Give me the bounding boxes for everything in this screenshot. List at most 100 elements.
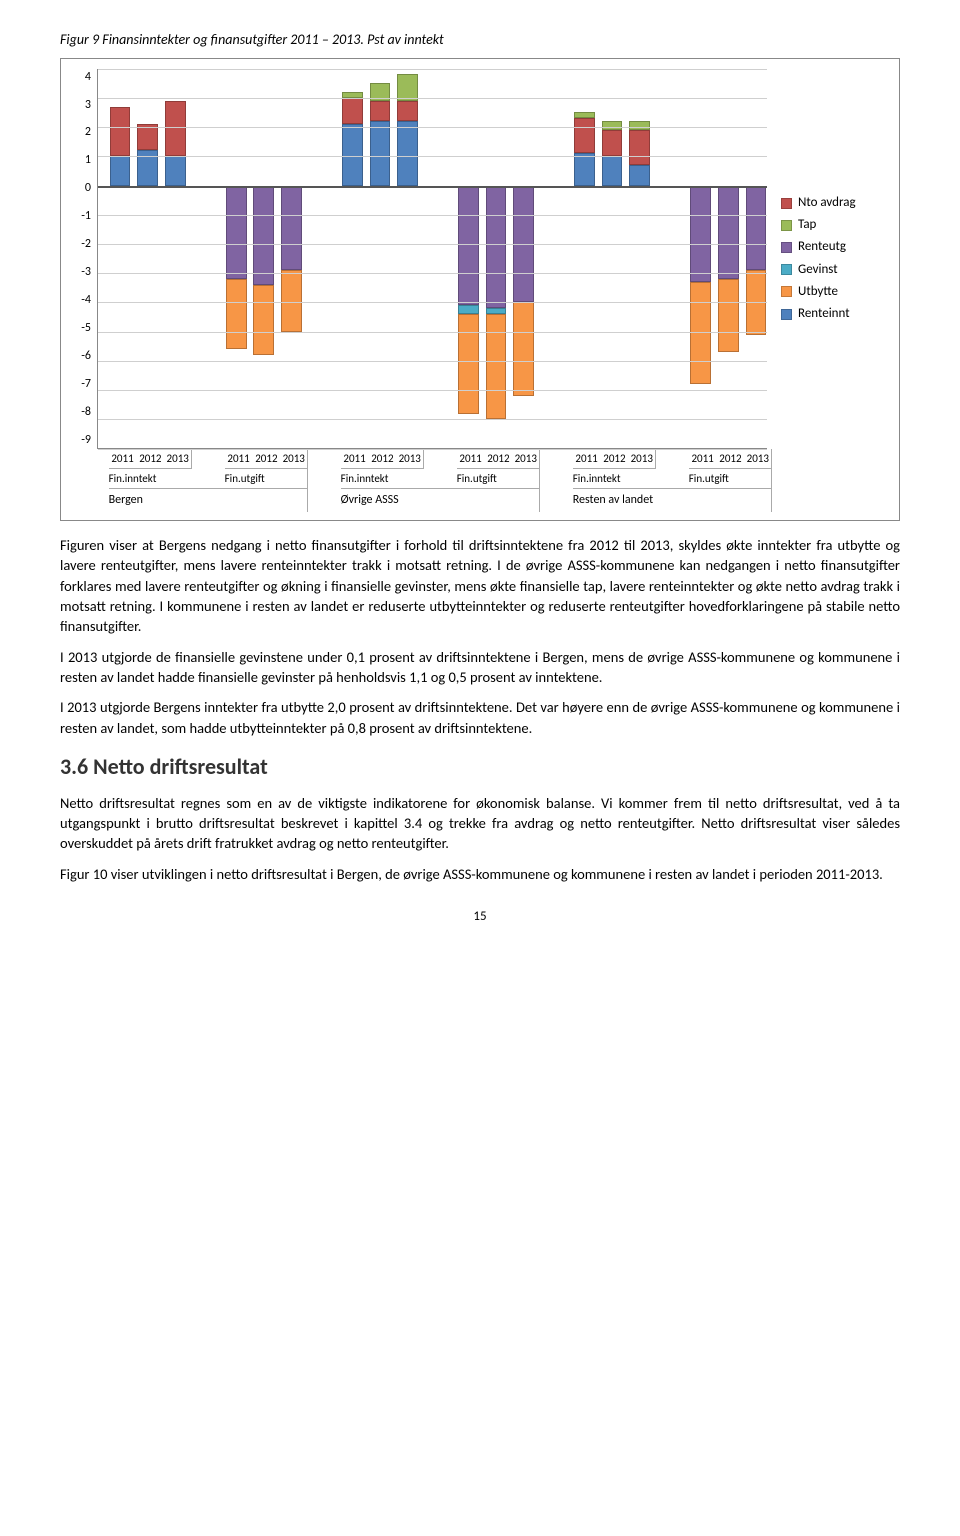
bar-segment [513, 302, 534, 396]
legend-swatch [781, 264, 792, 275]
bar-segment [370, 101, 391, 121]
bar-segment [629, 165, 650, 185]
plot-area [97, 69, 767, 449]
bar-segment [574, 112, 595, 118]
y-tick: 1 [85, 152, 91, 169]
bar-segment [226, 186, 247, 280]
legend-swatch [781, 220, 792, 231]
x-year: 2011 [341, 449, 369, 468]
bar-segment [253, 285, 274, 355]
figure-title: Figur 9 Finansinntekter og finansutgifte… [60, 30, 900, 50]
bar-segment [746, 186, 767, 271]
legend-swatch [781, 242, 792, 253]
legend-label: Renteutg [798, 238, 846, 256]
bar-segment [602, 156, 623, 185]
bar-segment [281, 186, 302, 271]
x-year: 2012 [484, 449, 512, 468]
x-year: 2013 [744, 449, 772, 468]
bar-segment [397, 101, 418, 121]
legend-label: Tap [798, 216, 816, 234]
x-year: 2013 [396, 449, 424, 468]
y-tick: -8 [81, 404, 91, 421]
bar-segment [718, 279, 739, 352]
bar-segment [629, 121, 650, 130]
y-tick: -4 [81, 292, 91, 309]
legend-item: Tap [781, 216, 887, 234]
bar-segment [137, 124, 158, 150]
y-tick: 0 [85, 180, 91, 197]
bar-segment [486, 314, 507, 419]
bar-segment [486, 186, 507, 309]
bar-segment [574, 118, 595, 153]
x-year: 2012 [601, 449, 629, 468]
paragraph-5: Figur 10 viser utviklingen i netto drift… [60, 864, 900, 884]
bar-segment [342, 124, 363, 185]
bar-segment [458, 314, 479, 413]
bar-segment [165, 156, 186, 185]
y-tick: 4 [85, 69, 91, 86]
legend-item: Renteutg [781, 238, 887, 256]
x-year: 2013 [628, 449, 656, 468]
y-axis: 4 3 2 1 0 -1 -2 -3 -4 -5 -6 -7 -8 -9 [73, 69, 97, 449]
x-year: 2013 [164, 449, 192, 468]
x-subgroup: Fin.utgift [225, 468, 309, 488]
paragraph-4: Netto driftsresultat regnes som en av de… [60, 793, 900, 854]
bar-segment [690, 186, 711, 282]
x-year: 2011 [225, 449, 253, 468]
x-year: 2011 [573, 449, 601, 468]
section-heading: 3.6 Netto driftsresultat [60, 752, 900, 783]
legend-swatch [781, 198, 792, 209]
y-tick: -9 [81, 432, 91, 449]
y-tick: -1 [81, 208, 91, 225]
x-year: 2012 [717, 449, 745, 468]
bar-segment [602, 121, 623, 130]
paragraph-1: Figuren viser at Bergens nedgang i netto… [60, 535, 900, 636]
page-number: 15 [60, 908, 900, 926]
bar-segment [629, 130, 650, 165]
x-year: 2011 [689, 449, 717, 468]
x-year: 2012 [136, 449, 164, 468]
paragraph-2: I 2013 utgjorde de finansielle gevinsten… [60, 647, 900, 688]
y-tick: -5 [81, 320, 91, 337]
y-tick: 3 [85, 97, 91, 114]
bar-segment [458, 186, 479, 306]
legend-item: Gevinst [781, 261, 887, 279]
bar-segment [690, 282, 711, 384]
x-subgroup: Fin.utgift [689, 468, 773, 488]
x-subgroup: Fin.inntekt [341, 468, 425, 488]
bar-segment [397, 121, 418, 185]
y-tick: -3 [81, 264, 91, 281]
legend-swatch [781, 309, 792, 320]
x-year: 2012 [252, 449, 280, 468]
x-topgroup: Øvrige ASSS [341, 488, 541, 512]
y-tick: 2 [85, 124, 91, 141]
y-tick: -2 [81, 236, 91, 253]
legend-label: Gevinst [798, 261, 838, 279]
bar-segment [253, 186, 274, 285]
paragraph-3: I 2013 utgjorde Bergens inntekter fra ut… [60, 697, 900, 738]
x-topgroup: Bergen [109, 488, 309, 512]
y-tick: -7 [81, 376, 91, 393]
bar-segment [165, 101, 186, 157]
legend-item: Renteinnt [781, 305, 887, 323]
finance-chart: 4 3 2 1 0 -1 -2 -3 -4 -5 -6 -7 -8 -9 Nto avdrag Tap Ren… [60, 58, 900, 522]
x-year: 2013 [280, 449, 308, 468]
x-year: 2013 [512, 449, 540, 468]
x-year: 2011 [457, 449, 485, 468]
bar-segment [370, 121, 391, 185]
legend-label: Utbytte [798, 283, 838, 301]
x-subgroup: Fin.utgift [457, 468, 541, 488]
bar-segment [397, 74, 418, 100]
bar-segment [342, 98, 363, 124]
bar-segment [110, 156, 131, 185]
x-year: 2011 [109, 449, 137, 468]
bar-segment [458, 305, 479, 314]
bar-segment [110, 107, 131, 157]
x-topgroup: Resten av landet [573, 488, 773, 512]
legend-label: Renteinnt [798, 305, 850, 323]
bar-segment [602, 130, 623, 156]
bar-segment [718, 186, 739, 280]
y-tick: -6 [81, 348, 91, 365]
legend-item: Nto avdrag [781, 194, 887, 212]
x-year: 2012 [368, 449, 396, 468]
